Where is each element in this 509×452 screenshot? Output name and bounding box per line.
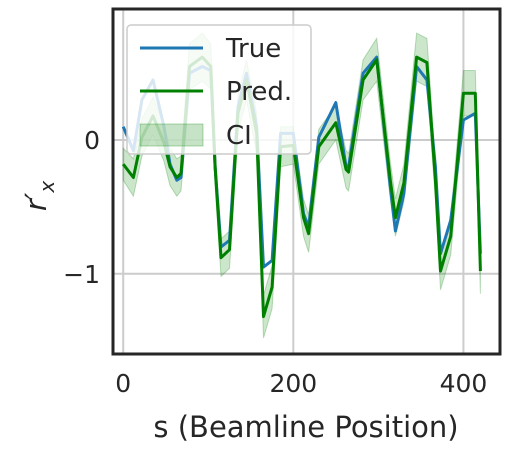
y-axis-label-subscript: x xyxy=(35,181,59,194)
y-axis-label-main: r′ xyxy=(19,192,53,211)
plot-frame xyxy=(111,7,502,356)
y-axis-label: r′x xyxy=(19,181,59,212)
x-tick-label: 0 xyxy=(115,369,131,398)
legend-ci-label: CI xyxy=(226,121,252,151)
tick-labels: 0 200 400 0 −1 xyxy=(63,126,487,398)
legend: True Pred. CI xyxy=(126,24,312,155)
y-tick-label: 0 xyxy=(84,126,100,155)
legend-pred-label: Pred. xyxy=(226,77,292,107)
legend-true-label: True xyxy=(225,34,281,64)
x-tick-label: 200 xyxy=(269,369,317,398)
legend-ci-swatch xyxy=(139,123,204,147)
y-tick-label: −1 xyxy=(63,260,100,289)
x-tick-label: 400 xyxy=(440,369,488,398)
legend-box xyxy=(126,24,312,155)
x-axis-label: s (Beamline Position) xyxy=(153,410,458,444)
